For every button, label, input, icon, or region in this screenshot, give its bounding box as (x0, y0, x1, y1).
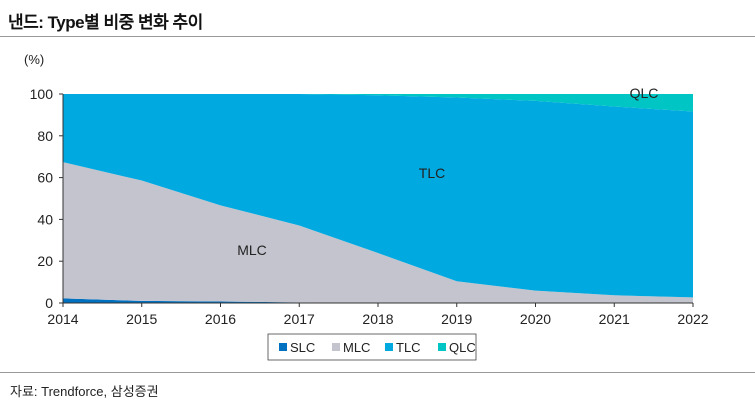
area-mlc (63, 162, 693, 303)
x-tick-label: 2021 (599, 311, 630, 327)
y-tick-label: 20 (37, 253, 53, 269)
area-qlc (63, 94, 693, 112)
legend-swatch-mlc (332, 343, 340, 351)
legend-label-slc: SLC (290, 340, 315, 355)
y-tick-label: 0 (45, 295, 53, 311)
chart-title: 낸드: Type별 비중 변화 추이 (8, 13, 203, 32)
y-axis-label: (%) (24, 52, 44, 67)
y-tick-label: 100 (30, 86, 54, 102)
legend-label-tlc: TLC (396, 340, 421, 355)
source-note: 자료: Trendforce, 삼성증권 (10, 384, 159, 399)
legend-label-mlc: MLC (343, 340, 370, 355)
x-tick-label: 2015 (126, 311, 157, 327)
annotation-qlc: QLC (630, 85, 659, 101)
x-tick-label: 2022 (677, 311, 708, 327)
stacked-area-chart: 0 20 40 60 80 100 (%) 2014 2015 2016 2017 2018 2019 2… (24, 52, 709, 361)
x-tick-label: 2016 (205, 311, 236, 327)
x-tick-label: 2020 (520, 311, 551, 327)
legend-label-qlc: QLC (449, 340, 476, 355)
area-slc (63, 298, 693, 303)
y-tick-label: 40 (37, 211, 53, 227)
x-tick-label: 2019 (441, 311, 472, 327)
y-tick-label: 60 (37, 170, 53, 186)
x-tick-label: 2018 (362, 311, 393, 327)
legend-swatch-qlc (438, 343, 446, 351)
legend-swatch-tlc (385, 343, 393, 351)
x-tick-label: 2014 (47, 311, 78, 327)
y-tick-label: 80 (37, 128, 53, 144)
annotation-tlc: TLC (419, 165, 445, 181)
divider (0, 36, 755, 37)
x-tick-label: 2017 (284, 311, 315, 327)
area-tlc (63, 94, 693, 298)
annotation-mlc: MLC (237, 242, 267, 258)
divider (0, 372, 755, 373)
legend-swatch-slc (279, 343, 287, 351)
